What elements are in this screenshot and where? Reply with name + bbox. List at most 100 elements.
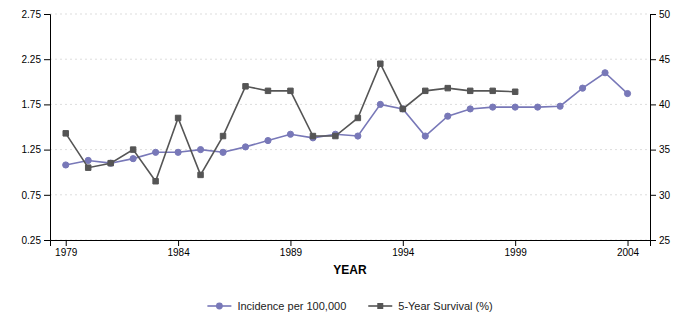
legend: Incidence per 100,000 5-Year Survival (%) bbox=[207, 300, 492, 312]
legend-item: 5-Year Survival (%) bbox=[368, 300, 492, 312]
tick: 2004 bbox=[617, 240, 640, 258]
chart: 1979 1984 1989 1994 1999 2004 0.25 0.75 1.25 1.75… bbox=[0, 0, 700, 320]
tick-label: 1989 bbox=[280, 247, 303, 258]
point bbox=[242, 144, 248, 150]
point bbox=[220, 133, 225, 138]
point bbox=[445, 85, 450, 90]
grid-line bbox=[50, 149, 650, 150]
point bbox=[130, 156, 136, 162]
point bbox=[535, 104, 541, 110]
point bbox=[85, 165, 90, 170]
tick-label: 1.75 bbox=[22, 99, 42, 110]
plot-area bbox=[63, 61, 631, 184]
point bbox=[512, 104, 518, 110]
tick-mark bbox=[650, 240, 656, 241]
point bbox=[512, 89, 517, 94]
point bbox=[220, 149, 226, 155]
point bbox=[602, 70, 608, 76]
tick-mark bbox=[44, 104, 50, 105]
tick: 1989 bbox=[280, 240, 303, 258]
grid bbox=[50, 14, 650, 240]
point bbox=[85, 157, 91, 163]
point bbox=[175, 149, 181, 155]
tick: 0.25 bbox=[22, 235, 50, 246]
point bbox=[108, 160, 114, 166]
grid-line bbox=[50, 194, 650, 195]
point bbox=[378, 61, 383, 66]
series bbox=[63, 70, 631, 168]
y2-axis: 25 30 35 40 45 50 bbox=[650, 9, 671, 246]
tick-label: 2.75 bbox=[22, 9, 42, 20]
tick: 25 bbox=[650, 235, 671, 246]
tick-mark bbox=[650, 195, 656, 196]
tick-mark bbox=[44, 195, 50, 196]
point bbox=[579, 85, 585, 91]
tick-label: 1.25 bbox=[22, 144, 42, 155]
tick-label: 0.25 bbox=[22, 235, 42, 246]
legend-label: Incidence per 100,000 bbox=[237, 300, 346, 312]
tick: 1979 bbox=[55, 240, 78, 258]
tick: 35 bbox=[650, 144, 671, 155]
point bbox=[265, 137, 271, 143]
point bbox=[423, 88, 428, 93]
x-axis: 1979 1984 1989 1994 1999 2004 bbox=[51, 240, 651, 258]
tick-label: 25 bbox=[659, 235, 671, 246]
tick-mark bbox=[403, 240, 404, 246]
point bbox=[355, 115, 360, 120]
series-line bbox=[66, 64, 515, 182]
tick-mark bbox=[650, 14, 656, 15]
legend-item: Incidence per 100,000 bbox=[207, 300, 346, 312]
point bbox=[445, 113, 451, 119]
tick-mark bbox=[628, 240, 629, 246]
point bbox=[400, 106, 406, 112]
tick-mark bbox=[178, 240, 179, 246]
tick: 0.75 bbox=[22, 190, 50, 201]
tick-mark bbox=[66, 240, 67, 246]
axis-domain bbox=[651, 15, 657, 241]
tick: 2.75 bbox=[22, 9, 50, 20]
point bbox=[377, 101, 383, 107]
point bbox=[288, 88, 293, 93]
tick-label: 45 bbox=[659, 54, 671, 65]
series bbox=[63, 61, 518, 184]
point bbox=[63, 162, 69, 168]
point bbox=[243, 84, 248, 89]
point bbox=[557, 103, 563, 109]
point bbox=[198, 172, 203, 177]
tick-mark bbox=[44, 59, 50, 60]
tick-label: 30 bbox=[659, 190, 671, 201]
point bbox=[467, 106, 473, 112]
point bbox=[130, 147, 135, 152]
point bbox=[265, 88, 270, 93]
series-line bbox=[66, 73, 628, 165]
tick-mark bbox=[650, 59, 656, 60]
tick: 2.25 bbox=[22, 54, 50, 65]
tick-label: 35 bbox=[659, 144, 671, 155]
point bbox=[400, 106, 405, 111]
tick-mark bbox=[650, 104, 656, 105]
tick: 1.25 bbox=[22, 144, 50, 155]
tick: 1999 bbox=[505, 240, 528, 258]
point bbox=[624, 90, 630, 96]
tick-label: 2.25 bbox=[22, 54, 42, 65]
tick-label: 50 bbox=[659, 9, 671, 20]
tick: 30 bbox=[650, 190, 671, 201]
x-axis-title: YEAR bbox=[333, 263, 367, 277]
point bbox=[287, 131, 293, 137]
point bbox=[175, 115, 180, 120]
point bbox=[310, 133, 315, 138]
point bbox=[197, 147, 203, 153]
y-axis: 0.25 0.75 1.25 1.75 2.25 2.75 bbox=[22, 9, 51, 246]
tick: 1984 bbox=[167, 240, 190, 258]
tick: 40 bbox=[650, 99, 671, 110]
legend-label: 5-Year Survival (%) bbox=[398, 300, 492, 312]
tick-label: 1999 bbox=[505, 247, 528, 258]
legend-marker bbox=[216, 303, 223, 310]
tick-mark bbox=[290, 240, 291, 246]
point bbox=[63, 131, 68, 136]
point bbox=[355, 133, 361, 139]
tick-mark bbox=[44, 14, 50, 15]
tick-label: 1994 bbox=[392, 247, 415, 258]
legend-marker bbox=[377, 303, 383, 309]
axis-domain bbox=[51, 241, 651, 247]
